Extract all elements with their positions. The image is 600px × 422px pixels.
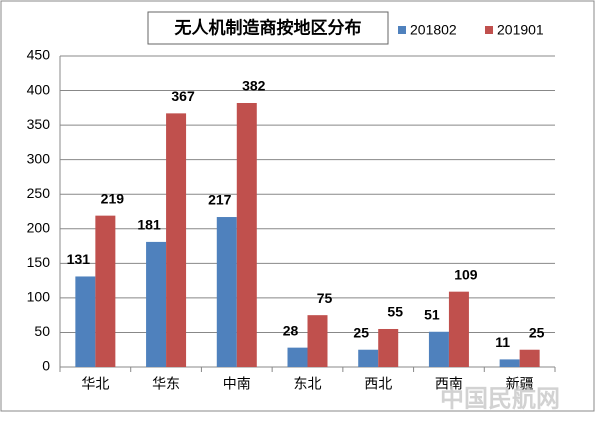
x-tick-label: 西北 <box>364 376 392 392</box>
data-label: 55 <box>387 304 403 320</box>
title-box <box>147 11 389 45</box>
data-label: 25 <box>529 324 545 340</box>
data-label: 131 <box>67 251 91 267</box>
y-tick-label: 0 <box>42 358 50 374</box>
data-label: 75 <box>317 290 333 306</box>
bar <box>216 217 237 367</box>
bar <box>358 349 379 367</box>
x-tick-label: 西南 <box>435 376 463 392</box>
data-label: 11 <box>495 334 510 350</box>
x-tick-label: 新疆 <box>506 376 534 392</box>
bar <box>428 331 449 367</box>
watermark: 中国民航网 <box>440 384 560 412</box>
data-label: 219 <box>101 190 125 206</box>
data-label: 217 <box>208 192 232 208</box>
x-tick-label: 华北 <box>81 376 109 392</box>
y-tick-label: 200 <box>27 219 51 235</box>
data-label: 28 <box>283 322 299 338</box>
x-tick-label: 东北 <box>294 376 322 392</box>
data-label: 25 <box>353 324 369 340</box>
legend-swatch <box>398 26 406 34</box>
y-tick-label: 350 <box>27 116 51 132</box>
bar <box>75 276 96 367</box>
bar <box>146 241 167 367</box>
bar <box>499 359 520 367</box>
bar <box>307 315 328 367</box>
bar <box>287 347 308 367</box>
y-tick-label: 50 <box>34 323 50 339</box>
data-label: 367 <box>171 88 195 104</box>
legend-swatch <box>485 26 493 34</box>
bar <box>95 215 116 367</box>
bar <box>448 291 469 367</box>
y-tick-label: 250 <box>27 185 51 201</box>
y-tick-label: 300 <box>27 150 51 166</box>
data-label: 181 <box>137 217 161 233</box>
bar <box>166 113 187 368</box>
y-tick-label: 150 <box>27 254 51 270</box>
data-label: 382 <box>242 78 266 94</box>
y-tick-label: 400 <box>27 81 51 97</box>
chart-title: 无人机制造商按地区分布 <box>174 18 362 39</box>
y-tick-label: 450 <box>27 47 51 63</box>
bar <box>236 102 257 368</box>
data-label: 109 <box>454 266 478 282</box>
legend-label: 201901 <box>497 22 544 38</box>
data-label: 51 <box>424 306 440 322</box>
bar <box>378 328 399 367</box>
y-tick-label: 100 <box>27 289 51 305</box>
bar <box>519 349 540 367</box>
x-tick-label: 中南 <box>223 376 251 392</box>
legend-label: 201802 <box>410 22 457 38</box>
x-tick-label: 华东 <box>152 376 180 392</box>
